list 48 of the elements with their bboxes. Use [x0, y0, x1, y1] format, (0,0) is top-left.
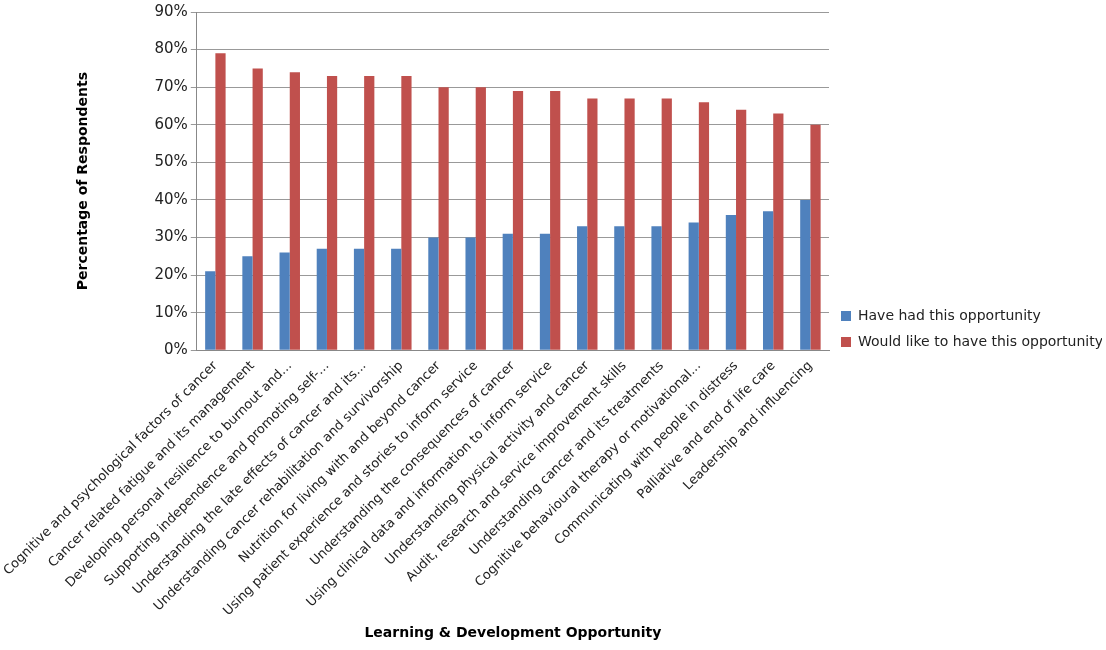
bar — [736, 109, 747, 350]
bar — [353, 248, 365, 350]
bar — [800, 199, 811, 350]
y-tick-label: 90% — [154, 1, 188, 20]
bar — [502, 233, 513, 350]
bar — [688, 222, 699, 350]
bar — [475, 87, 486, 350]
bar — [762, 211, 774, 350]
bar — [215, 53, 226, 350]
bar — [661, 98, 672, 350]
bar — [326, 75, 338, 350]
bar — [438, 87, 449, 350]
bar — [698, 102, 710, 350]
bar — [773, 113, 784, 350]
bar — [512, 90, 524, 350]
bar — [401, 75, 412, 350]
y-tick-label: 80% — [154, 39, 188, 58]
bar — [316, 248, 327, 350]
bar — [465, 237, 476, 350]
y-tick-label: 60% — [154, 114, 188, 133]
bar — [550, 90, 561, 350]
bar — [624, 98, 635, 350]
bar — [539, 233, 551, 350]
y-tick-label: 70% — [154, 77, 188, 96]
y-tick-label: 50% — [154, 152, 188, 171]
bar — [205, 271, 216, 350]
bar — [242, 256, 253, 350]
bar — [651, 226, 662, 350]
bar — [725, 214, 737, 350]
y-tick-label: 10% — [154, 302, 188, 321]
y-axis-title: Percentage of Respondents — [73, 72, 90, 291]
bar — [252, 68, 263, 350]
bar — [428, 237, 439, 350]
bar — [577, 226, 588, 350]
bar — [587, 98, 598, 350]
y-tick-label: 0% — [163, 340, 188, 359]
legend-label: Would like to have this opportunity — [858, 332, 1103, 349]
bar — [289, 72, 300, 350]
x-axis-title: Learning & Development Opportunity — [364, 624, 662, 641]
bar — [364, 75, 375, 350]
bar — [614, 226, 625, 350]
bar — [279, 252, 290, 350]
bar — [810, 124, 821, 350]
bar — [391, 248, 402, 350]
y-tick-label: 30% — [154, 227, 188, 246]
y-tick-label: 20% — [154, 264, 188, 283]
y-tick-label: 40% — [154, 189, 188, 208]
legend-label: Have had this opportunity — [858, 306, 1041, 323]
